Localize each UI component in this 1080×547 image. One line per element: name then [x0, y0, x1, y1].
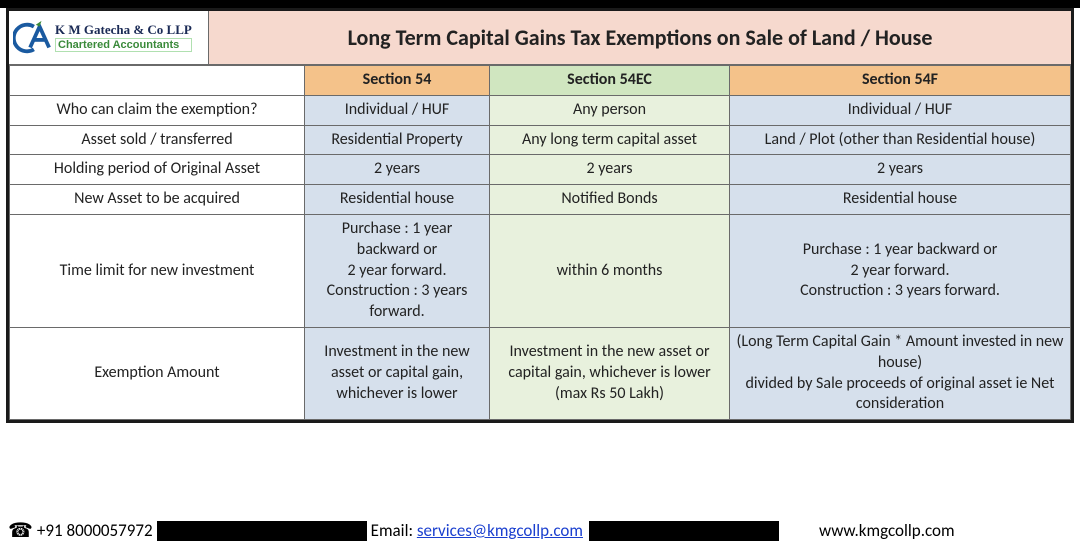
col-header-section-54f: Section 54F — [730, 66, 1071, 96]
row-label: Asset sold / transferred — [10, 125, 305, 155]
firm-subtitle: Chartered Accountants — [55, 38, 192, 52]
footer: ☎ +91 8000057972 Email: services@kmgcoll… — [0, 518, 1080, 543]
logo-cell: K M Gatecha & Co LLP Chartered Accountan… — [9, 11, 209, 65]
website: www.kmgcollp.com — [819, 520, 955, 541]
cell-section-54f: Land / Plot (other than Residential hous… — [730, 125, 1071, 155]
content-frame: K M Gatecha & Co LLP Chartered Accountan… — [6, 8, 1074, 423]
cell-section-54f: Individual / HUF — [730, 95, 1071, 125]
cell-section-54f: 2 years — [730, 155, 1071, 185]
row-label: Time limit for new investment — [10, 214, 305, 327]
redaction-bar — [157, 521, 367, 541]
row-label: New Asset to be acquired — [10, 185, 305, 215]
col-header-blank — [10, 66, 305, 96]
row-label: Exemption Amount — [10, 327, 305, 419]
ca-logo-icon — [13, 19, 51, 57]
table-row: Holding period of Original Asset2 years2… — [10, 155, 1071, 185]
phone-number: +91 8000057972 — [37, 520, 153, 541]
email-label: Email: — [371, 520, 417, 541]
cell-section-54ec: within 6 months — [490, 214, 730, 327]
table-row: New Asset to be acquiredResidential hous… — [10, 185, 1071, 215]
table-body: Who can claim the exemption?Individual /… — [10, 95, 1071, 419]
cell-section-54ec: Any long term capital asset — [490, 125, 730, 155]
row-label: Holding period of Original Asset — [10, 155, 305, 185]
cell-section-54: Investment in the new asset or capital g… — [305, 327, 490, 419]
row-label: Who can claim the exemption? — [10, 95, 305, 125]
cell-section-54: Individual / HUF — [305, 95, 490, 125]
page: K M Gatecha & Co LLP Chartered Accountan… — [0, 8, 1080, 547]
table-row: Asset sold / transferredResidential Prop… — [10, 125, 1071, 155]
cell-section-54ec: Investment in the new asset or capital g… — [490, 327, 730, 419]
cell-section-54f: (Long Term Capital Gain * Amount investe… — [730, 327, 1071, 419]
page-title: Long Term Capital Gains Tax Exemptions o… — [209, 11, 1071, 65]
cell-section-54: Residential house — [305, 185, 490, 215]
table-header-row: Section 54 Section 54EC Section 54F — [10, 66, 1071, 96]
email-block: Email: services@kmgcollp.com — [371, 520, 583, 541]
redaction-bar — [589, 521, 779, 541]
phone-icon: ☎ — [8, 518, 33, 543]
header-row: K M Gatecha & Co LLP Chartered Accountan… — [9, 11, 1071, 65]
col-header-section-54: Section 54 — [305, 66, 490, 96]
firm-name: K M Gatecha & Co LLP — [55, 23, 192, 37]
email-link[interactable]: services@kmgcollp.com — [417, 520, 583, 541]
cell-section-54: Residential Property — [305, 125, 490, 155]
table-row: Exemption AmountInvestment in the new as… — [10, 327, 1071, 419]
cell-section-54f: Purchase : 1 year backward or2 year forw… — [730, 214, 1071, 327]
col-header-section-54ec: Section 54EC — [490, 66, 730, 96]
cell-section-54ec: 2 years — [490, 155, 730, 185]
phone-block: ☎ +91 8000057972 — [0, 518, 153, 543]
cell-section-54ec: Notified Bonds — [490, 185, 730, 215]
cell-section-54f: Residential house — [730, 185, 1071, 215]
table-row: Time limit for new investmentPurchase : … — [10, 214, 1071, 327]
exemptions-table: Section 54 Section 54EC Section 54F Who … — [9, 65, 1071, 420]
cell-section-54ec: Any person — [490, 95, 730, 125]
cell-section-54: 2 years — [305, 155, 490, 185]
cell-section-54: Purchase : 1 year backward or2 year forw… — [305, 214, 490, 327]
logo-text: K M Gatecha & Co LLP Chartered Accountan… — [55, 23, 192, 51]
table-row: Who can claim the exemption?Individual /… — [10, 95, 1071, 125]
